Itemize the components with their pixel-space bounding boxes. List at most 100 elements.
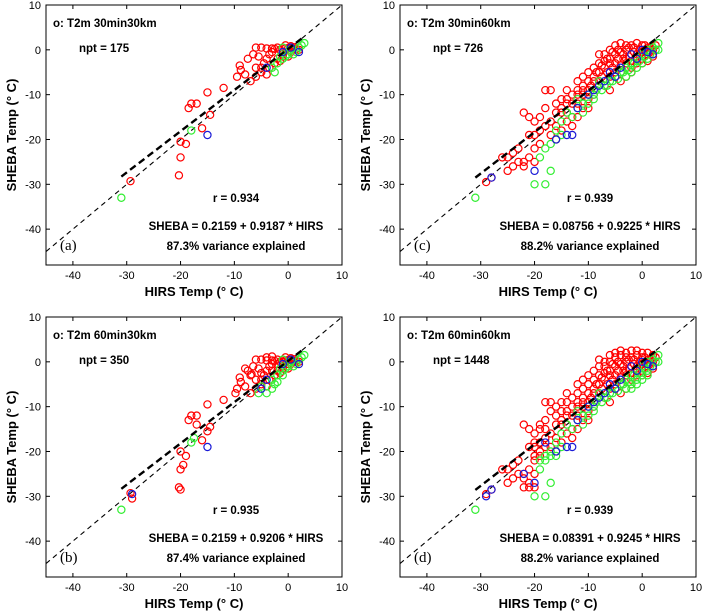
x-axis-label: HIRS Temp (° C) (499, 596, 598, 611)
scatter-point-red (568, 121, 577, 131)
scatter-point-red (176, 153, 185, 162)
scatter-point-green (530, 180, 539, 189)
x-tick-label: 10 (690, 270, 702, 282)
scatter-point-green (584, 99, 593, 108)
scatter-point-green (646, 50, 655, 59)
variance-label: 87.4% variance explained (167, 553, 306, 565)
scatter-point-green (621, 375, 631, 384)
scatter-point-green (187, 126, 196, 135)
scatter-point-green (557, 117, 566, 126)
scatter-point-green (589, 406, 598, 416)
scatter-point-blue (605, 68, 615, 77)
scatter-point-blue (286, 355, 296, 364)
legend-label: o: T2m 60min60km (407, 330, 511, 342)
regression-line (120, 35, 306, 178)
scatter-point-red (611, 362, 620, 371)
scatter-point-green (562, 108, 572, 117)
plot-area (46, 317, 342, 564)
scatter-point-blue (643, 359, 652, 369)
scatter-point-red (257, 355, 266, 364)
scatter-point-red (557, 406, 566, 416)
x-tick-label: -10 (580, 582, 596, 594)
scatter-point-red (267, 44, 277, 53)
scatter-point-red (578, 72, 588, 81)
scatter-point-red (530, 157, 539, 167)
scatter-point-red (508, 474, 518, 483)
scatter-point-blue (551, 135, 561, 144)
scatter-point-red (562, 117, 572, 126)
scatter-point-blue (632, 54, 642, 63)
scatter-point-red (546, 397, 555, 407)
x-tick-label: 0 (285, 270, 291, 282)
scatter-point-red (192, 99, 201, 108)
plot-frame (45, 316, 343, 578)
scatter-point-blue (568, 442, 577, 452)
scatter-point-green (651, 357, 660, 367)
scatter-point-green (541, 451, 550, 461)
scatter-point-red (594, 355, 604, 364)
scatter-point-green (535, 153, 545, 162)
y-axis-label: SHEBA Temp (° C) (4, 391, 19, 504)
scatter-point-green (546, 478, 555, 488)
scatter-point-red (578, 384, 588, 393)
y-tick-label: 0 (35, 357, 41, 369)
scatter-point-green (573, 94, 582, 104)
scatter-point-red (600, 368, 609, 378)
scatter-point-green (541, 144, 550, 153)
scatter-point-green (273, 377, 282, 387)
scatter-point-red (267, 352, 277, 361)
scatter-point-red (294, 357, 304, 367)
y-tick-label: -20 (379, 134, 395, 146)
scatter-point-red (126, 176, 135, 186)
scatter-point-red (498, 465, 507, 474)
y-tick-label: -10 (25, 402, 41, 414)
scatter-point-red (578, 393, 588, 402)
scatter-point-red (621, 348, 631, 358)
plot-area (400, 317, 696, 564)
scatter-point-blue (562, 130, 572, 140)
scatter-point-red (257, 43, 266, 52)
scatter-point-red (541, 415, 550, 425)
x-axis-label: HIRS Temp (° C) (145, 596, 244, 611)
fit-equation: SHEBA = 0.08756 + 0.9225 * HIRS (499, 221, 680, 233)
scatter-point-red (176, 447, 185, 456)
scatter-point-green (578, 411, 588, 420)
scatter-point-red (262, 356, 271, 365)
scatter-panel-a: -40 -30 -20 -10 0 10 -40 -30 -20 -10 0 10 HIRS Temp … (4, 0, 348, 299)
scatter-point-red (616, 389, 625, 398)
scatter-point-red (605, 59, 615, 68)
scatter-point-red (600, 56, 609, 66)
scatter-point-red (608, 375, 617, 384)
scatter-point-green (187, 438, 196, 447)
scatter-point-red (619, 362, 628, 371)
scatter-point-red (240, 382, 250, 391)
scatter-point-red (524, 483, 534, 492)
scatter-point-red (498, 153, 507, 162)
scatter-point-red (651, 41, 660, 50)
scatter-point-blue (530, 478, 539, 488)
scatter-point-red (535, 451, 545, 461)
scatter-point-red (608, 63, 617, 72)
scatter-point-green (621, 384, 631, 393)
scatter-point-green (605, 77, 615, 86)
scatter-point-red (573, 411, 582, 420)
scatter-point-red (524, 153, 534, 162)
scatter-point-green (619, 68, 628, 77)
scatter-point-green (651, 45, 660, 55)
scatter-point-blue (203, 442, 212, 452)
scatter-point-blue (257, 384, 266, 393)
scatter-point-green (578, 99, 588, 108)
scatter-point-red (551, 121, 561, 131)
scatter-point-red (541, 103, 550, 113)
scatter-point-green (592, 397, 601, 407)
scatter-point-green (619, 380, 628, 389)
scatter-point-red (181, 451, 191, 461)
scatter-point-red (481, 177, 491, 187)
scatter-point-red (535, 424, 545, 434)
scatter-point-blue (286, 43, 296, 52)
scatter-point-green (294, 43, 304, 52)
scatter-point-red (562, 85, 572, 95)
y-tick-label: -40 (25, 536, 41, 548)
scatter-point-red (524, 478, 534, 488)
scatter-point-red (535, 420, 545, 429)
